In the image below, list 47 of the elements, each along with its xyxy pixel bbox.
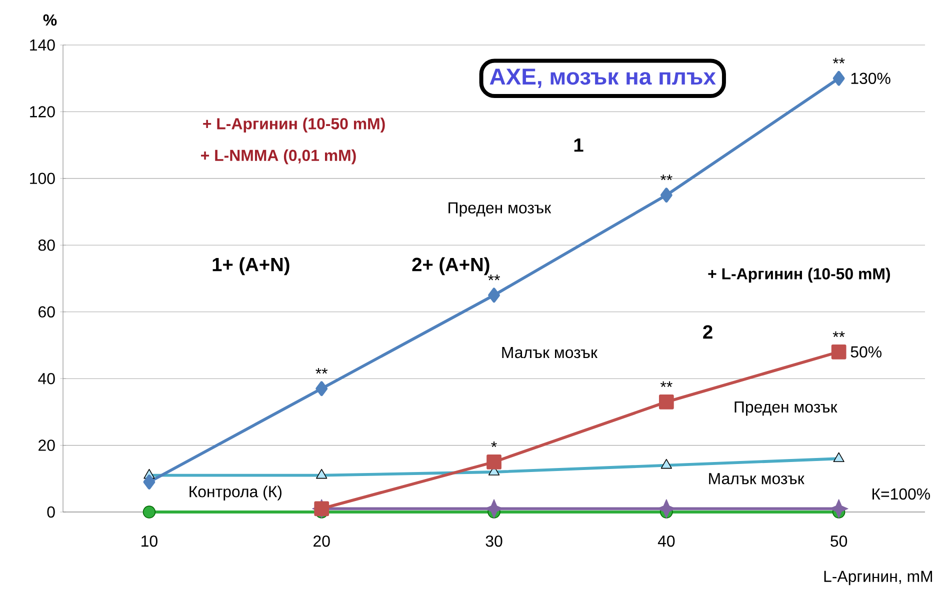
point [488,288,500,303]
annotation: 50% [850,346,882,358]
x-tick-label: 10 [142,535,158,547]
point [658,394,674,410]
y-tick-label: 80 [38,240,55,251]
x-axis-title: L-Аргинин, mM [824,570,932,586]
x-tick-label: 40 [658,535,675,547]
y-tick-label: 0 [47,506,55,518]
point [142,506,156,518]
annotation: Преден мозък [448,202,552,217]
y-tick-label: 140 [30,39,55,51]
point [316,381,328,396]
annotation: ** [660,174,672,180]
annotation: ** [660,381,672,387]
annotation: Преден мозък [734,401,838,416]
point [832,70,845,86]
annotation: 1+ (A+N) [212,257,290,276]
annotation: 130% [851,72,890,84]
annotation: + L-Аргинин (10-50 mM) [708,268,890,283]
annotation: + L-NMMA (0,01 mM) [201,149,356,164]
annotation: Контрола (К) [190,486,282,500]
x-tick-label: 30 [486,535,502,547]
y-tick-label: 40 [38,372,55,384]
y-axis-title: % [43,14,57,26]
point [486,454,502,470]
annotation: ** [832,58,845,64]
text: АХЕ, мозък на плъх [490,68,716,88]
annotation: ** [832,331,845,337]
y-tick-label: 120 [30,106,55,118]
annotation: К=100% [872,488,930,500]
annotation: Малък мозък [709,473,804,484]
x-tick-label: 50 [830,535,848,547]
x-tick-label: 20 [314,535,330,547]
point [831,344,846,360]
annotation: 1 [574,138,584,152]
annotation: ** [488,274,500,280]
y-tick-label: 100 [30,172,55,184]
annotation: 2 [703,325,712,339]
y-tick-label: 60 [38,306,55,318]
y-tick-label: 20 [38,440,55,451]
annotation: ** [316,368,328,374]
point [143,474,156,490]
annotation: 2+ (A+N) [412,257,490,276]
annotation: Малък мозък [502,347,598,358]
point [660,188,672,203]
annotation: * [491,441,497,448]
annotation: + L-Аргинин (10-50 mM) [203,118,385,133]
